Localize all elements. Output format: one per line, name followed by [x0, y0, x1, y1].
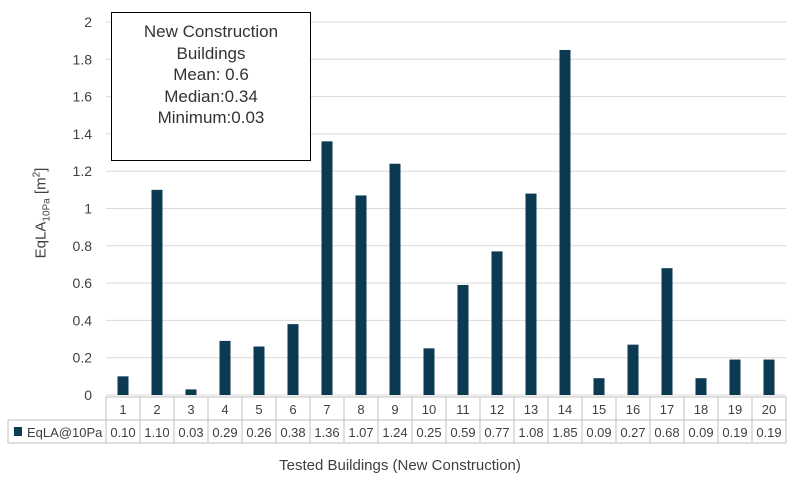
data-value-label: 1.08 [518, 425, 543, 440]
data-value-label: 0.09 [688, 425, 713, 440]
y-tick-label: 0 [84, 387, 92, 403]
x-category-label: 20 [762, 402, 776, 417]
y-axis-ticks: 0 0.2 0.4 0.6 0.8 1 1.2 1.4 1.6 1.8 2 [73, 14, 93, 403]
data-value-label: 1.24 [382, 425, 407, 440]
data-value-label: 1.07 [348, 425, 373, 440]
bar [729, 359, 741, 395]
x-category-label: 19 [728, 402, 742, 417]
y-axis-label: EqLA10Pa [m2] [31, 167, 53, 259]
data-table: 1 2 3 4 5 6 7 8 9 10 11 12 13 14 15 16 17 18 19 200.10 1.10 0… [7, 396, 787, 444]
x-category-label: 11 [456, 402, 470, 417]
annotation-median: Median:0.34 [164, 86, 258, 106]
data-value-label: 0.19 [756, 425, 781, 440]
x-category-label: 13 [524, 402, 538, 417]
data-value-label: 0.10 [110, 425, 135, 440]
y-tick-label: 1.2 [73, 163, 93, 179]
x-category-label: 8 [357, 402, 364, 417]
bar [661, 268, 673, 395]
data-value-label: 0.19 [722, 425, 747, 440]
data-value-label: 0.77 [484, 425, 509, 440]
legend-series-name: EqLA@10Pa [27, 425, 103, 440]
x-axis-label: Tested Buildings (New Construction) [279, 457, 521, 474]
annotation-line: New Construction [143, 22, 279, 41]
bar [185, 389, 197, 395]
bar [457, 284, 469, 395]
data-value-label: 1.85 [552, 425, 577, 440]
data-value-label: 1.36 [314, 425, 339, 440]
bar [389, 163, 401, 395]
legend-key [14, 427, 22, 436]
bar [355, 195, 367, 395]
x-category-label: 10 [422, 402, 436, 417]
x-category-label: 3 [187, 402, 194, 417]
y-tick-label: 1 [84, 201, 92, 217]
x-category-label: 9 [391, 402, 398, 417]
x-category-label: 6 [289, 402, 296, 417]
x-category-label: 17 [660, 402, 674, 417]
bar [491, 251, 503, 395]
x-category-label: 12 [490, 402, 504, 417]
data-value-label: 0.03 [178, 425, 203, 440]
bar [763, 359, 775, 395]
x-category-label: 16 [626, 402, 640, 417]
x-category-label: 2 [153, 402, 160, 417]
bar [559, 49, 571, 395]
annotation-mean: Mean: 0.6 [173, 65, 249, 84]
bar [321, 141, 333, 395]
data-value-label: 0.26 [246, 425, 271, 440]
bar [695, 378, 707, 395]
data-value-label: 0.25 [416, 425, 441, 440]
y-tick-label: 1.4 [73, 126, 93, 142]
y-tick-label: 0.2 [73, 350, 93, 366]
data-value-label: 0.29 [212, 425, 237, 440]
data-value-label: 1.10 [144, 425, 169, 440]
bar [117, 376, 129, 395]
bar [423, 348, 435, 395]
y-tick-label: 0.8 [73, 238, 93, 254]
x-category-label: 7 [323, 402, 330, 417]
x-category-label: 14 [558, 402, 572, 417]
x-category-label: 15 [592, 402, 606, 417]
bars [117, 49, 775, 395]
bar [627, 344, 639, 395]
y-tick-label: 0.4 [73, 312, 93, 328]
bar [219, 340, 231, 395]
data-value-label: 0.27 [620, 425, 645, 440]
bar [525, 193, 537, 395]
annotation-minimum: Minimum:0.03 [157, 108, 265, 127]
data-value-label: 0.68 [654, 425, 679, 440]
x-category-label: 18 [694, 402, 708, 417]
data-value-label: 0.09 [586, 425, 611, 440]
stats-annotation-box: New Construction Buildings Mean: 0.6 Med… [111, 12, 311, 161]
y-tick-label: 0.6 [73, 275, 93, 291]
data-value-label: 0.59 [450, 425, 475, 440]
y-tick-label: 1.8 [73, 51, 93, 67]
x-category-label: 4 [221, 402, 228, 417]
bar [593, 378, 605, 395]
data-value-label: 0.38 [280, 425, 305, 440]
y-tick-label: 2 [84, 14, 92, 30]
bar [151, 189, 163, 395]
x-category-label: 1 [119, 402, 126, 417]
bar [287, 324, 299, 395]
bar [253, 346, 265, 395]
annotation-line: Buildings [176, 43, 246, 63]
y-tick-label: 1.6 [73, 89, 93, 105]
x-category-label: 5 [255, 402, 262, 417]
